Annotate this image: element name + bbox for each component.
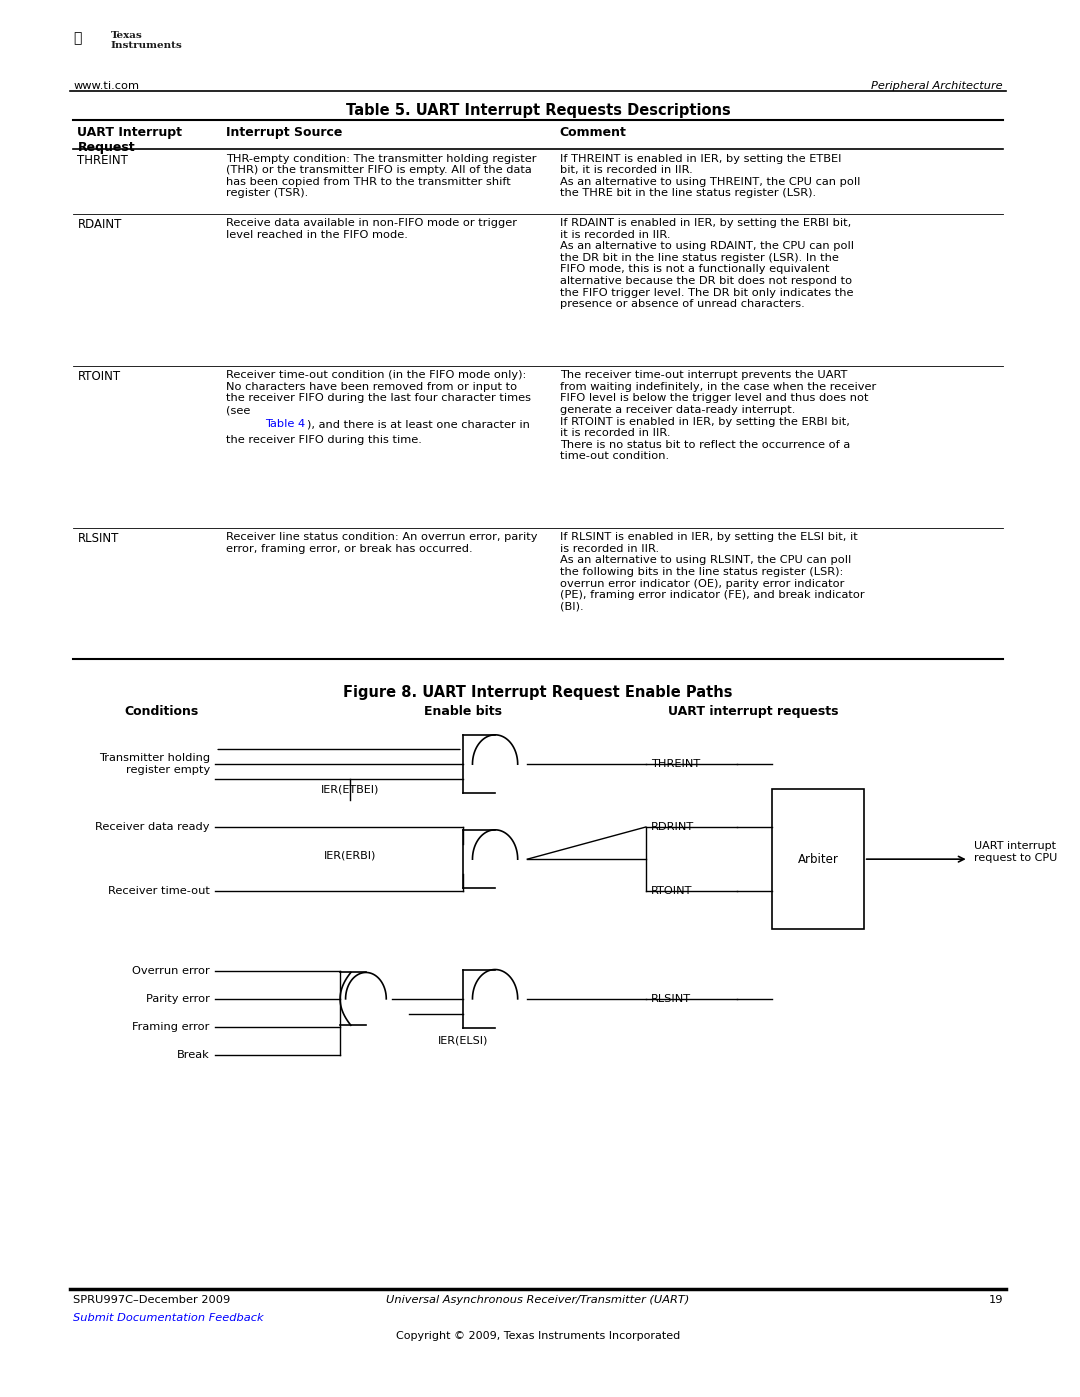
Text: The receiver time-out interrupt prevents the UART
from waiting indefinitely, in : The receiver time-out interrupt prevents… <box>559 370 876 461</box>
Text: Framing error: Framing error <box>133 1021 210 1032</box>
Text: Transmitter holding
register empty: Transmitter holding register empty <box>98 753 210 775</box>
Text: Table 5. UART Interrupt Requests Descriptions: Table 5. UART Interrupt Requests Descrip… <box>346 103 730 119</box>
Text: UART interrupt requests: UART interrupt requests <box>669 705 839 718</box>
Text: RLSINT: RLSINT <box>651 993 691 1004</box>
Text: RDAINT: RDAINT <box>78 218 122 231</box>
Text: THR-empty condition: The transmitter holding register
(THR) or the transmitter F: THR-empty condition: The transmitter hol… <box>226 154 537 198</box>
FancyBboxPatch shape <box>772 789 864 929</box>
Text: Interrupt Source: Interrupt Source <box>226 126 342 138</box>
Text: Overrun error: Overrun error <box>132 965 210 977</box>
Text: Comment: Comment <box>559 126 626 138</box>
Text: Receiver time-out: Receiver time-out <box>108 886 210 897</box>
Text: RLSINT: RLSINT <box>78 532 119 545</box>
Text: IER(ERBI): IER(ERBI) <box>324 849 376 861</box>
Text: Copyright © 2009, Texas Instruments Incorporated: Copyright © 2009, Texas Instruments Inco… <box>396 1331 680 1341</box>
Text: Submit Documentation Feedback: Submit Documentation Feedback <box>73 1313 264 1323</box>
Text: Table 4: Table 4 <box>265 419 305 429</box>
Text: THREINT: THREINT <box>651 759 701 770</box>
Text: Receiver time-out condition (in the FIFO mode only):
No characters have been rem: Receiver time-out condition (in the FIFO… <box>226 370 531 415</box>
Text: IER(ETBEI): IER(ETBEI) <box>321 785 379 795</box>
Text: Receiver line status condition: An overrun error, parity
error, framing error, o: Receiver line status condition: An overr… <box>226 532 538 553</box>
Text: Enable bits: Enable bits <box>423 705 502 718</box>
Text: Receiver data ready: Receiver data ready <box>95 821 210 833</box>
Text: RDRINT: RDRINT <box>651 821 694 833</box>
Text: RTOINT: RTOINT <box>78 370 121 383</box>
Text: Parity error: Parity error <box>146 993 210 1004</box>
Text: 19: 19 <box>988 1295 1003 1305</box>
Text: the receiver FIFO during this time.: the receiver FIFO during this time. <box>226 436 422 446</box>
Text: Universal Asynchronous Receiver/Transmitter (UART): Universal Asynchronous Receiver/Transmit… <box>387 1295 690 1305</box>
Text: Peripheral Architecture: Peripheral Architecture <box>872 81 1003 91</box>
Text: Texas
Instruments: Texas Instruments <box>111 31 183 50</box>
Text: Arbiter: Arbiter <box>797 852 838 866</box>
Text: Conditions: Conditions <box>124 705 199 718</box>
Text: Receive data available in non-FIFO mode or trigger
level reached in the FIFO mod: Receive data available in non-FIFO mode … <box>226 218 517 239</box>
Text: If RDAINT is enabled in IER, by setting the ERBI bit,
it is recorded in IIR.
As : If RDAINT is enabled in IER, by setting … <box>559 218 853 309</box>
Text: If RLSINT is enabled in IER, by setting the ELSI bit, it
is recorded in IIR.
As : If RLSINT is enabled in IER, by setting … <box>559 532 864 612</box>
Text: RTOINT: RTOINT <box>651 886 692 897</box>
Text: www.ti.com: www.ti.com <box>73 81 139 91</box>
Text: Figure 8. UART Interrupt Request Enable Paths: Figure 8. UART Interrupt Request Enable … <box>343 685 733 700</box>
Text: SPRU997C–December 2009: SPRU997C–December 2009 <box>73 1295 230 1305</box>
Text: IER(ELSI): IER(ELSI) <box>437 1035 488 1045</box>
Text: THREINT: THREINT <box>78 154 129 166</box>
Text: UART Interrupt
Request: UART Interrupt Request <box>78 126 183 154</box>
Text: If THREINT is enabled in IER, by setting the ETBEI
bit, it is recorded in IIR.
A: If THREINT is enabled in IER, by setting… <box>559 154 860 198</box>
Text: ), and there is at least one character in: ), and there is at least one character i… <box>307 419 529 429</box>
Text: UART interrupt
request to CPU: UART interrupt request to CPU <box>974 841 1057 863</box>
Text: Break: Break <box>177 1049 210 1060</box>
Text: 🔻: 🔻 <box>73 31 82 45</box>
